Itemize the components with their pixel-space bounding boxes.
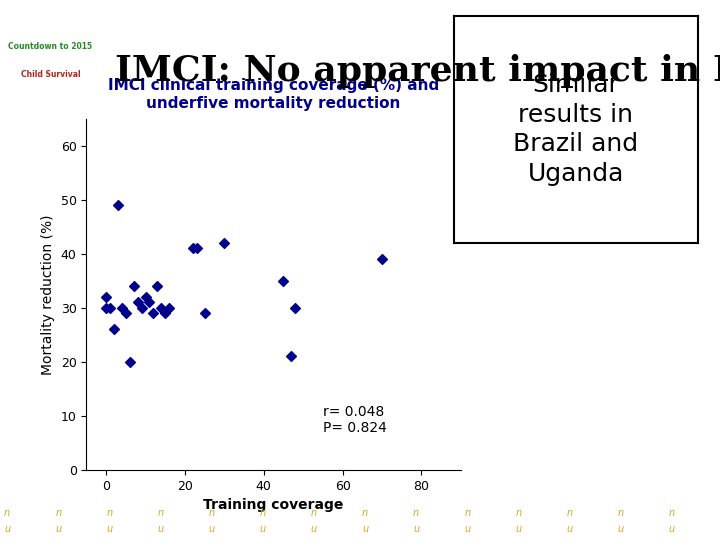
Point	[132, 298, 143, 307]
Text: n: n	[4, 508, 10, 518]
Text: n: n	[311, 508, 317, 518]
Point	[219, 239, 230, 247]
Point	[104, 303, 116, 312]
Text: n: n	[618, 508, 624, 518]
Point	[159, 309, 171, 318]
Point	[136, 303, 148, 312]
Title: IMCI clinical training coverage (%) and
underfive mortality reduction: IMCI clinical training coverage (%) and …	[108, 78, 439, 111]
Text: u: u	[464, 524, 470, 535]
Text: n: n	[362, 508, 368, 518]
Text: u: u	[4, 524, 10, 535]
Text: n: n	[209, 508, 215, 518]
Text: n: n	[260, 508, 266, 518]
Point	[112, 201, 124, 210]
Point	[140, 293, 151, 301]
Text: Countdown to 2015: Countdown to 2015	[9, 42, 92, 51]
Text: u: u	[158, 524, 163, 535]
Text: n: n	[516, 508, 521, 518]
Point	[108, 325, 120, 334]
Text: n: n	[669, 508, 675, 518]
Point	[100, 303, 112, 312]
Text: Similar
results in
Brazil and
Uganda: Similar results in Brazil and Uganda	[513, 73, 639, 186]
Point	[289, 303, 301, 312]
Text: u: u	[362, 524, 368, 535]
Text: n: n	[55, 508, 61, 518]
Point	[377, 255, 388, 264]
Text: u: u	[669, 524, 675, 535]
Text: n: n	[158, 508, 163, 518]
Point	[286, 352, 297, 361]
Text: u: u	[260, 524, 266, 535]
Text: Child Survival: Child Survival	[21, 70, 80, 79]
Point	[278, 276, 289, 285]
X-axis label: Training coverage: Training coverage	[204, 498, 343, 512]
Text: u: u	[107, 524, 112, 535]
Point	[187, 244, 199, 253]
Point	[144, 298, 156, 307]
Point	[100, 293, 112, 301]
Point	[156, 303, 167, 312]
Text: u: u	[209, 524, 215, 535]
Point	[120, 309, 132, 318]
Text: n: n	[413, 508, 419, 518]
Text: n: n	[107, 508, 112, 518]
Text: IMCI: No apparent impact in Peru: IMCI: No apparent impact in Peru	[115, 54, 720, 88]
Point	[124, 357, 135, 366]
Point	[199, 309, 210, 318]
Text: u: u	[413, 524, 419, 535]
Text: u: u	[55, 524, 61, 535]
Text: 17: 17	[685, 520, 702, 534]
Text: u: u	[311, 524, 317, 535]
Text: r= 0.048
P= 0.824: r= 0.048 P= 0.824	[323, 405, 387, 435]
Text: u: u	[567, 524, 572, 535]
Y-axis label: Mortality reduction (%): Mortality reduction (%)	[41, 214, 55, 375]
Point	[128, 282, 140, 291]
Point	[163, 303, 175, 312]
Text: u: u	[516, 524, 521, 535]
Point	[191, 244, 202, 253]
Point	[148, 309, 159, 318]
Text: n: n	[464, 508, 470, 518]
Text: u: u	[618, 524, 624, 535]
Point	[152, 282, 163, 291]
Text: n: n	[567, 508, 572, 518]
Point	[116, 303, 127, 312]
